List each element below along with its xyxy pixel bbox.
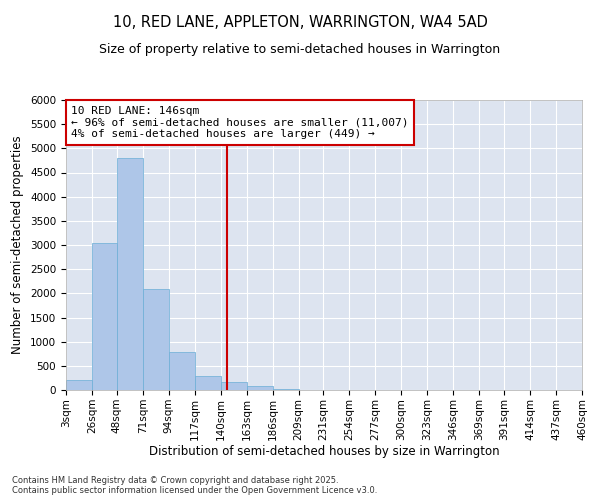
Bar bbox=[221, 382, 247, 390]
Bar bbox=[66, 380, 92, 390]
Bar bbox=[143, 288, 169, 390]
Text: Size of property relative to semi-detached houses in Warrington: Size of property relative to semi-detach… bbox=[100, 42, 500, 56]
Text: Contains HM Land Registry data © Crown copyright and database right 2025.
Contai: Contains HM Land Registry data © Crown c… bbox=[12, 476, 377, 495]
Text: 10 RED LANE: 146sqm
← 96% of semi-detached houses are smaller (11,007)
4% of sem: 10 RED LANE: 146sqm ← 96% of semi-detach… bbox=[71, 106, 409, 139]
X-axis label: Distribution of semi-detached houses by size in Warrington: Distribution of semi-detached houses by … bbox=[149, 446, 499, 458]
Bar bbox=[247, 386, 272, 390]
Bar bbox=[195, 376, 221, 390]
Bar bbox=[92, 242, 117, 390]
Bar bbox=[272, 388, 299, 390]
Y-axis label: Number of semi-detached properties: Number of semi-detached properties bbox=[11, 136, 25, 354]
Bar bbox=[169, 352, 195, 390]
Text: 10, RED LANE, APPLETON, WARRINGTON, WA4 5AD: 10, RED LANE, APPLETON, WARRINGTON, WA4 … bbox=[113, 15, 487, 30]
Bar bbox=[117, 158, 143, 390]
